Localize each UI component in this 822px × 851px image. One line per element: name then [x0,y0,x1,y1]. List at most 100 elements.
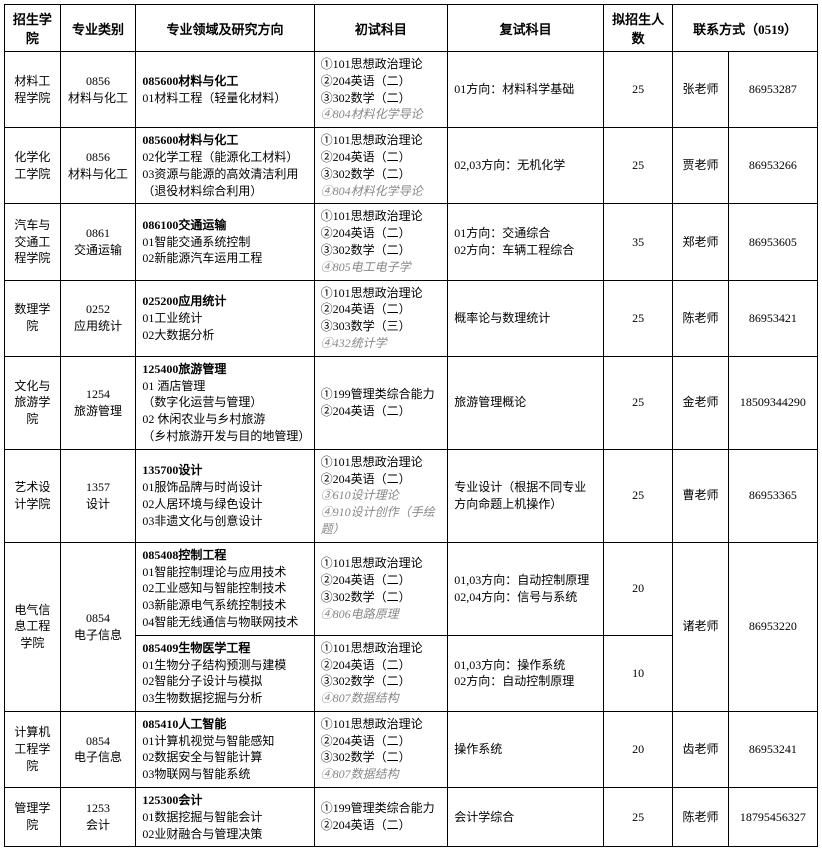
exam1: ①101思想政治理论②204英语（二）③302数学（二）④807数据结构 [314,635,448,711]
college: 文化与旅游学院 [5,356,61,449]
table-row: 艺术设计学院1357设计135700设计01服饰品牌与时尚设计02人居环境与绿色… [5,449,818,542]
major: 1253会计 [60,788,136,847]
major: 0856材料与化工 [60,128,136,204]
college: 计算机工程学院 [5,711,61,787]
exam1: ①101思想政治理论②204英语（二）③302数学（二）④806电路原理 [314,542,448,635]
quota: 10 [604,635,673,711]
table-row: 汽车与交通工程学院0861交通运输086100交通运输01智能交通系统控制02新… [5,204,818,280]
major: 0854电子信息 [60,711,136,787]
major: 0252应用统计 [60,280,136,356]
exam2: 会计学综合 [448,788,604,847]
quota: 20 [604,711,673,787]
field-code: 125300会计 [142,793,202,807]
exam2: 旅游管理概论 [448,356,604,449]
contact-name: 张老师 [673,52,729,128]
th-exam2: 复试科目 [448,5,604,52]
field: 135700设计01服饰品牌与时尚设计02人居环境与绿色设计03非遗文化与创意设… [136,449,314,542]
exam1: ①101思想政治理论②204英语（二）③302数学（二）④804材料化学导论 [314,128,448,204]
table-row: 计算机工程学院0854电子信息085410人工智能01计算机视觉与智能感知02数… [5,711,818,787]
exam2: 02,03方向：无机化学 [448,128,604,204]
exam-italic: ④432统计学 [321,336,387,350]
table-row: 材料工程学院0856材料与化工085600材料与化工01材料工程（轻量化材料）①… [5,52,818,128]
field: 085409生物医学工程01生物分子结构预测与建模02智能分子设计与模拟03生物… [136,635,314,711]
table-row: 管理学院1253会计125300会计01数据挖掘与智能会计02业财融合与管理决策… [5,788,818,847]
exam-italic: ④804材料化学导论 [321,184,423,198]
exam2: 01,03方向：自动控制原理02,04方向：信号与系统 [448,542,604,635]
contact-phone: 86953287 [728,52,817,128]
major: 1357设计 [60,449,136,542]
major: 0854电子信息 [60,542,136,711]
quota: 25 [604,52,673,128]
exam1: ①199管理类综合能力②204英语（二） [314,356,448,449]
exam2: 操作系统 [448,711,604,787]
college: 管理学院 [5,788,61,847]
quota: 25 [604,449,673,542]
contact-name: 曹老师 [673,449,729,542]
field-code: 085409生物医学工程 [142,641,250,655]
table-row: 电气信息工程学院0854电子信息085408控制工程01智能控制理论与应用技术0… [5,542,818,635]
exam2: 01方向：材料科学基础 [448,52,604,128]
contact-phone: 86953241 [728,711,817,787]
exam2: 概率论与数理统计 [448,280,604,356]
contact-name: 陈老师 [673,280,729,356]
field-code: 085408控制工程 [142,548,226,562]
contact-name: 陈老师 [673,788,729,847]
contact-phone: 86953266 [728,128,817,204]
quota: 25 [604,280,673,356]
exam-italic: ④805电工电子学 [321,260,411,274]
contact-phone: 18795456327 [728,788,817,847]
field-code: 085410人工智能 [142,717,226,731]
exam2: 01,03方向：操作系统02方向：自动控制原理 [448,635,604,711]
quota: 25 [604,128,673,204]
quota: 25 [604,356,673,449]
header-row: 招生学院 专业类别 专业领域及研究方向 初试科目 复试科目 拟招生人数 联系方式… [5,5,818,52]
contact-phone: 86953605 [728,204,817,280]
field: 125400旅游管理01 酒店管理（数字化运营与管理）02 休闲农业与乡村旅游（… [136,356,314,449]
field-code: 025200应用统计 [142,294,226,308]
exam-italic: ④804材料化学导论 [321,107,423,121]
college: 汽车与交通工程学院 [5,204,61,280]
field: 085600材料与化工02化学工程（能源化工材料）03资源与能源的高效清洁利用（… [136,128,314,204]
exam1: ①101思想政治理论②204英语（二）③302数学（二）④804材料化学导论 [314,52,448,128]
exam1: ①101思想政治理论②204英语（二）③302数学（二）④807数据结构 [314,711,448,787]
college: 化学化工学院 [5,128,61,204]
contact-name: 诸老师 [673,542,729,711]
table-row: 数理学院0252应用统计025200应用统计01工业统计02大数据分析①101思… [5,280,818,356]
quota: 20 [604,542,673,635]
th-contact: 联系方式（0519） [673,5,818,52]
exam2: 专业设计（根据不同专业方向命题上机操作） [448,449,604,542]
college: 数理学院 [5,280,61,356]
exam1: ①101思想政治理论②204英语（二）③302数学（二）④805电工电子学 [314,204,448,280]
exam-italic: ③610设计理论④910设计创作（手绘题） [321,488,435,536]
college: 电气信息工程学院 [5,542,61,711]
field: 125300会计01数据挖掘与智能会计02业财融合与管理决策 [136,788,314,847]
exam1: ①101思想政治理论②204英语（二）③303数学（三）④432统计学 [314,280,448,356]
major: 0856材料与化工 [60,52,136,128]
th-quota: 拟招生人数 [604,5,673,52]
field-code: 086100交通运输 [142,218,226,232]
field: 086100交通运输01智能交通系统控制02新能源汽车运用工程 [136,204,314,280]
exam-italic: ④807数据结构 [321,767,399,781]
th-field: 专业领域及研究方向 [136,5,314,52]
quota: 25 [604,788,673,847]
contact-name: 金老师 [673,356,729,449]
th-major: 专业类别 [60,5,136,52]
exam1: ①101思想政治理论②204英语（二）③610设计理论④910设计创作（手绘题） [314,449,448,542]
contact-name: 贾老师 [673,128,729,204]
field: 085410人工智能01计算机视觉与智能感知02数据安全与智能计算03物联网与智… [136,711,314,787]
college: 艺术设计学院 [5,449,61,542]
field-code: 125400旅游管理 [142,362,226,376]
contact-phone: 18509344290 [728,356,817,449]
exam-italic: ④807数据结构 [321,691,399,705]
contact-name: 齿老师 [673,711,729,787]
field: 025200应用统计01工业统计02大数据分析 [136,280,314,356]
field-code: 135700设计 [142,463,202,477]
admission-table: 招生学院 专业类别 专业领域及研究方向 初试科目 复试科目 拟招生人数 联系方式… [4,4,818,847]
contact-name: 郑老师 [673,204,729,280]
th-exam1: 初试科目 [314,5,448,52]
table-row: 文化与旅游学院1254旅游管理125400旅游管理01 酒店管理（数字化运营与管… [5,356,818,449]
table-row: 化学化工学院0856材料与化工085600材料与化工02化学工程（能源化工材料）… [5,128,818,204]
exam1: ①199管理类综合能力②204英语（二） [314,788,448,847]
field: 085408控制工程01智能控制理论与应用技术02工业感知与智能控制技术03新能… [136,542,314,635]
field-code: 085600材料与化工 [142,133,238,147]
